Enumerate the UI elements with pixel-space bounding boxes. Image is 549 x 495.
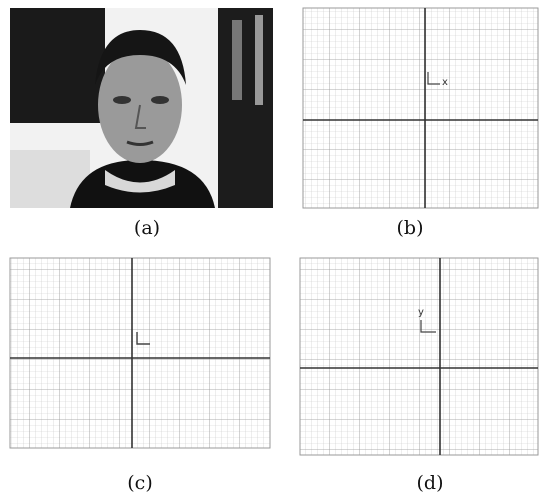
figure: x y (a) (b) (c) (d) — [0, 0, 549, 495]
axis-label: x — [442, 77, 448, 88]
caption: (c) — [127, 472, 152, 494]
grid-panel: y — [300, 258, 538, 455]
caption: (a) — [134, 217, 160, 239]
caption: (d) — [417, 472, 444, 494]
axis-label: y — [418, 307, 424, 318]
grid-panel: x — [303, 8, 538, 208]
caption: (b) — [397, 217, 424, 239]
grid-panel — [10, 258, 270, 448]
photo-panel — [10, 8, 273, 208]
